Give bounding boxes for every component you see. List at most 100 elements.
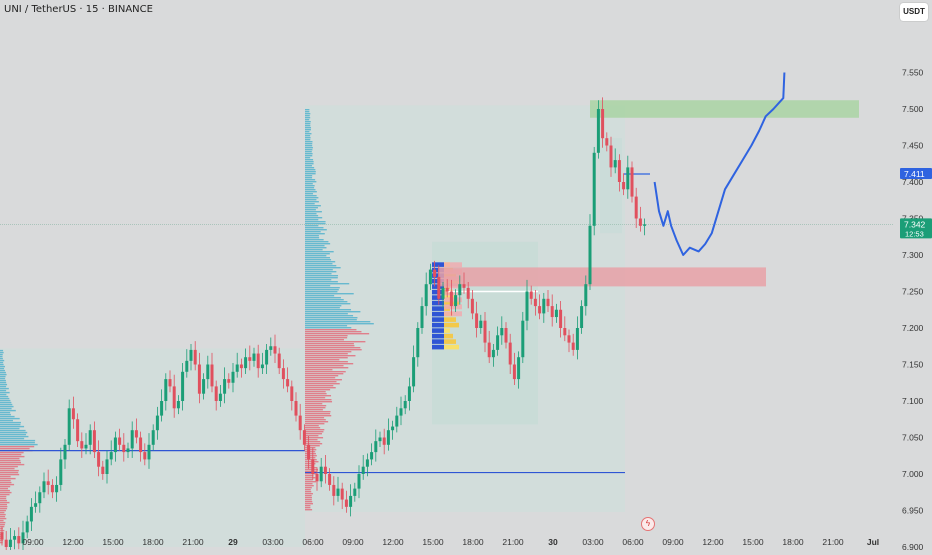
candle-body <box>533 298 537 307</box>
candle <box>248 345 252 371</box>
candle <box>508 333 512 374</box>
candle <box>302 424 306 451</box>
price-label-box <box>900 167 932 179</box>
candle-body <box>109 452 113 460</box>
candle-body <box>55 484 59 493</box>
candle-body <box>500 328 504 336</box>
candle <box>273 334 277 364</box>
candle-body <box>466 287 470 299</box>
candle <box>550 294 554 327</box>
candle <box>521 311 525 364</box>
candle <box>407 377 411 411</box>
candle <box>252 347 256 367</box>
candle <box>584 275 588 316</box>
candle <box>475 301 479 338</box>
candle <box>21 520 25 553</box>
candle <box>164 373 168 411</box>
candle <box>97 440 101 477</box>
candle <box>227 373 231 389</box>
candle-body <box>290 386 294 401</box>
candle-body <box>189 349 193 361</box>
candle-body <box>391 426 395 431</box>
candle-body <box>550 306 554 318</box>
candle-body <box>483 320 487 343</box>
candle-body <box>164 379 168 401</box>
candle <box>244 348 248 374</box>
y-tick-label: 7.150 <box>902 360 924 370</box>
candle-body <box>118 437 122 445</box>
candle <box>286 367 290 393</box>
candle-body <box>269 346 273 350</box>
candle <box>109 440 113 466</box>
candle <box>206 355 210 389</box>
candle-body <box>370 452 374 460</box>
candle <box>378 431 382 447</box>
candle-body <box>231 371 235 383</box>
candle <box>622 173 626 196</box>
candle <box>500 316 504 345</box>
candle-body <box>155 415 159 431</box>
candle <box>386 418 390 451</box>
y-tick-label: 6.900 <box>902 542 924 550</box>
candle <box>609 136 613 177</box>
candle <box>416 322 420 367</box>
candle-body <box>151 430 155 445</box>
candle-body <box>592 152 596 226</box>
candle <box>538 294 542 320</box>
candle-body <box>76 419 80 442</box>
candle-body <box>235 364 239 372</box>
flash-event-icon[interactable]: ϟ <box>641 517 655 531</box>
candle-body <box>496 335 500 350</box>
candle-body <box>67 408 71 445</box>
x-tick-label: 29 <box>228 537 238 547</box>
candle-body <box>13 536 17 540</box>
candle-body <box>470 298 474 314</box>
y-tick-label: 7.500 <box>902 104 924 114</box>
candle-body <box>617 160 621 182</box>
x-tick-label: 12:00 <box>382 537 404 547</box>
candle <box>353 482 357 502</box>
candle <box>25 515 29 539</box>
candle <box>181 363 185 411</box>
candle-body <box>601 109 605 139</box>
candle <box>554 303 558 323</box>
candle-body <box>122 444 126 453</box>
candle-body <box>407 386 411 401</box>
candle <box>315 468 319 491</box>
candle <box>349 484 353 517</box>
x-tick-label: Jul <box>867 537 879 547</box>
y-axis: 7.5507.5007.4507.4007.3507.3007.2507.200… <box>894 0 932 552</box>
candle <box>210 352 214 393</box>
candle-body <box>273 346 277 354</box>
candle <box>458 275 462 305</box>
candle-body <box>63 444 67 460</box>
candle-body <box>46 481 50 485</box>
candle-body <box>315 474 319 482</box>
candle <box>437 265 441 305</box>
candle <box>214 380 218 411</box>
candle <box>265 344 269 374</box>
candle <box>433 260 437 287</box>
currency-unit-button[interactable]: USDT <box>900 3 928 21</box>
price-label-box <box>900 218 932 239</box>
x-tick-label: 21:00 <box>502 537 524 547</box>
candle <box>613 148 617 174</box>
candle-body <box>202 379 206 394</box>
candle <box>101 460 105 480</box>
candle-body <box>517 357 521 380</box>
candle-body <box>239 364 243 369</box>
candle-body <box>160 401 164 416</box>
candle <box>559 300 563 338</box>
price-countdown-label: 12:53 <box>905 229 924 238</box>
candle <box>424 272 428 316</box>
candle <box>420 297 424 334</box>
candle-body <box>319 466 323 482</box>
candle-body <box>487 342 491 358</box>
candle <box>340 482 344 510</box>
x-tick-label: 15:00 <box>742 537 764 547</box>
candle-body <box>134 430 138 438</box>
candle <box>496 326 500 356</box>
y-tick-label: 7.300 <box>902 250 924 260</box>
candle <box>67 399 71 451</box>
candle <box>143 443 147 466</box>
